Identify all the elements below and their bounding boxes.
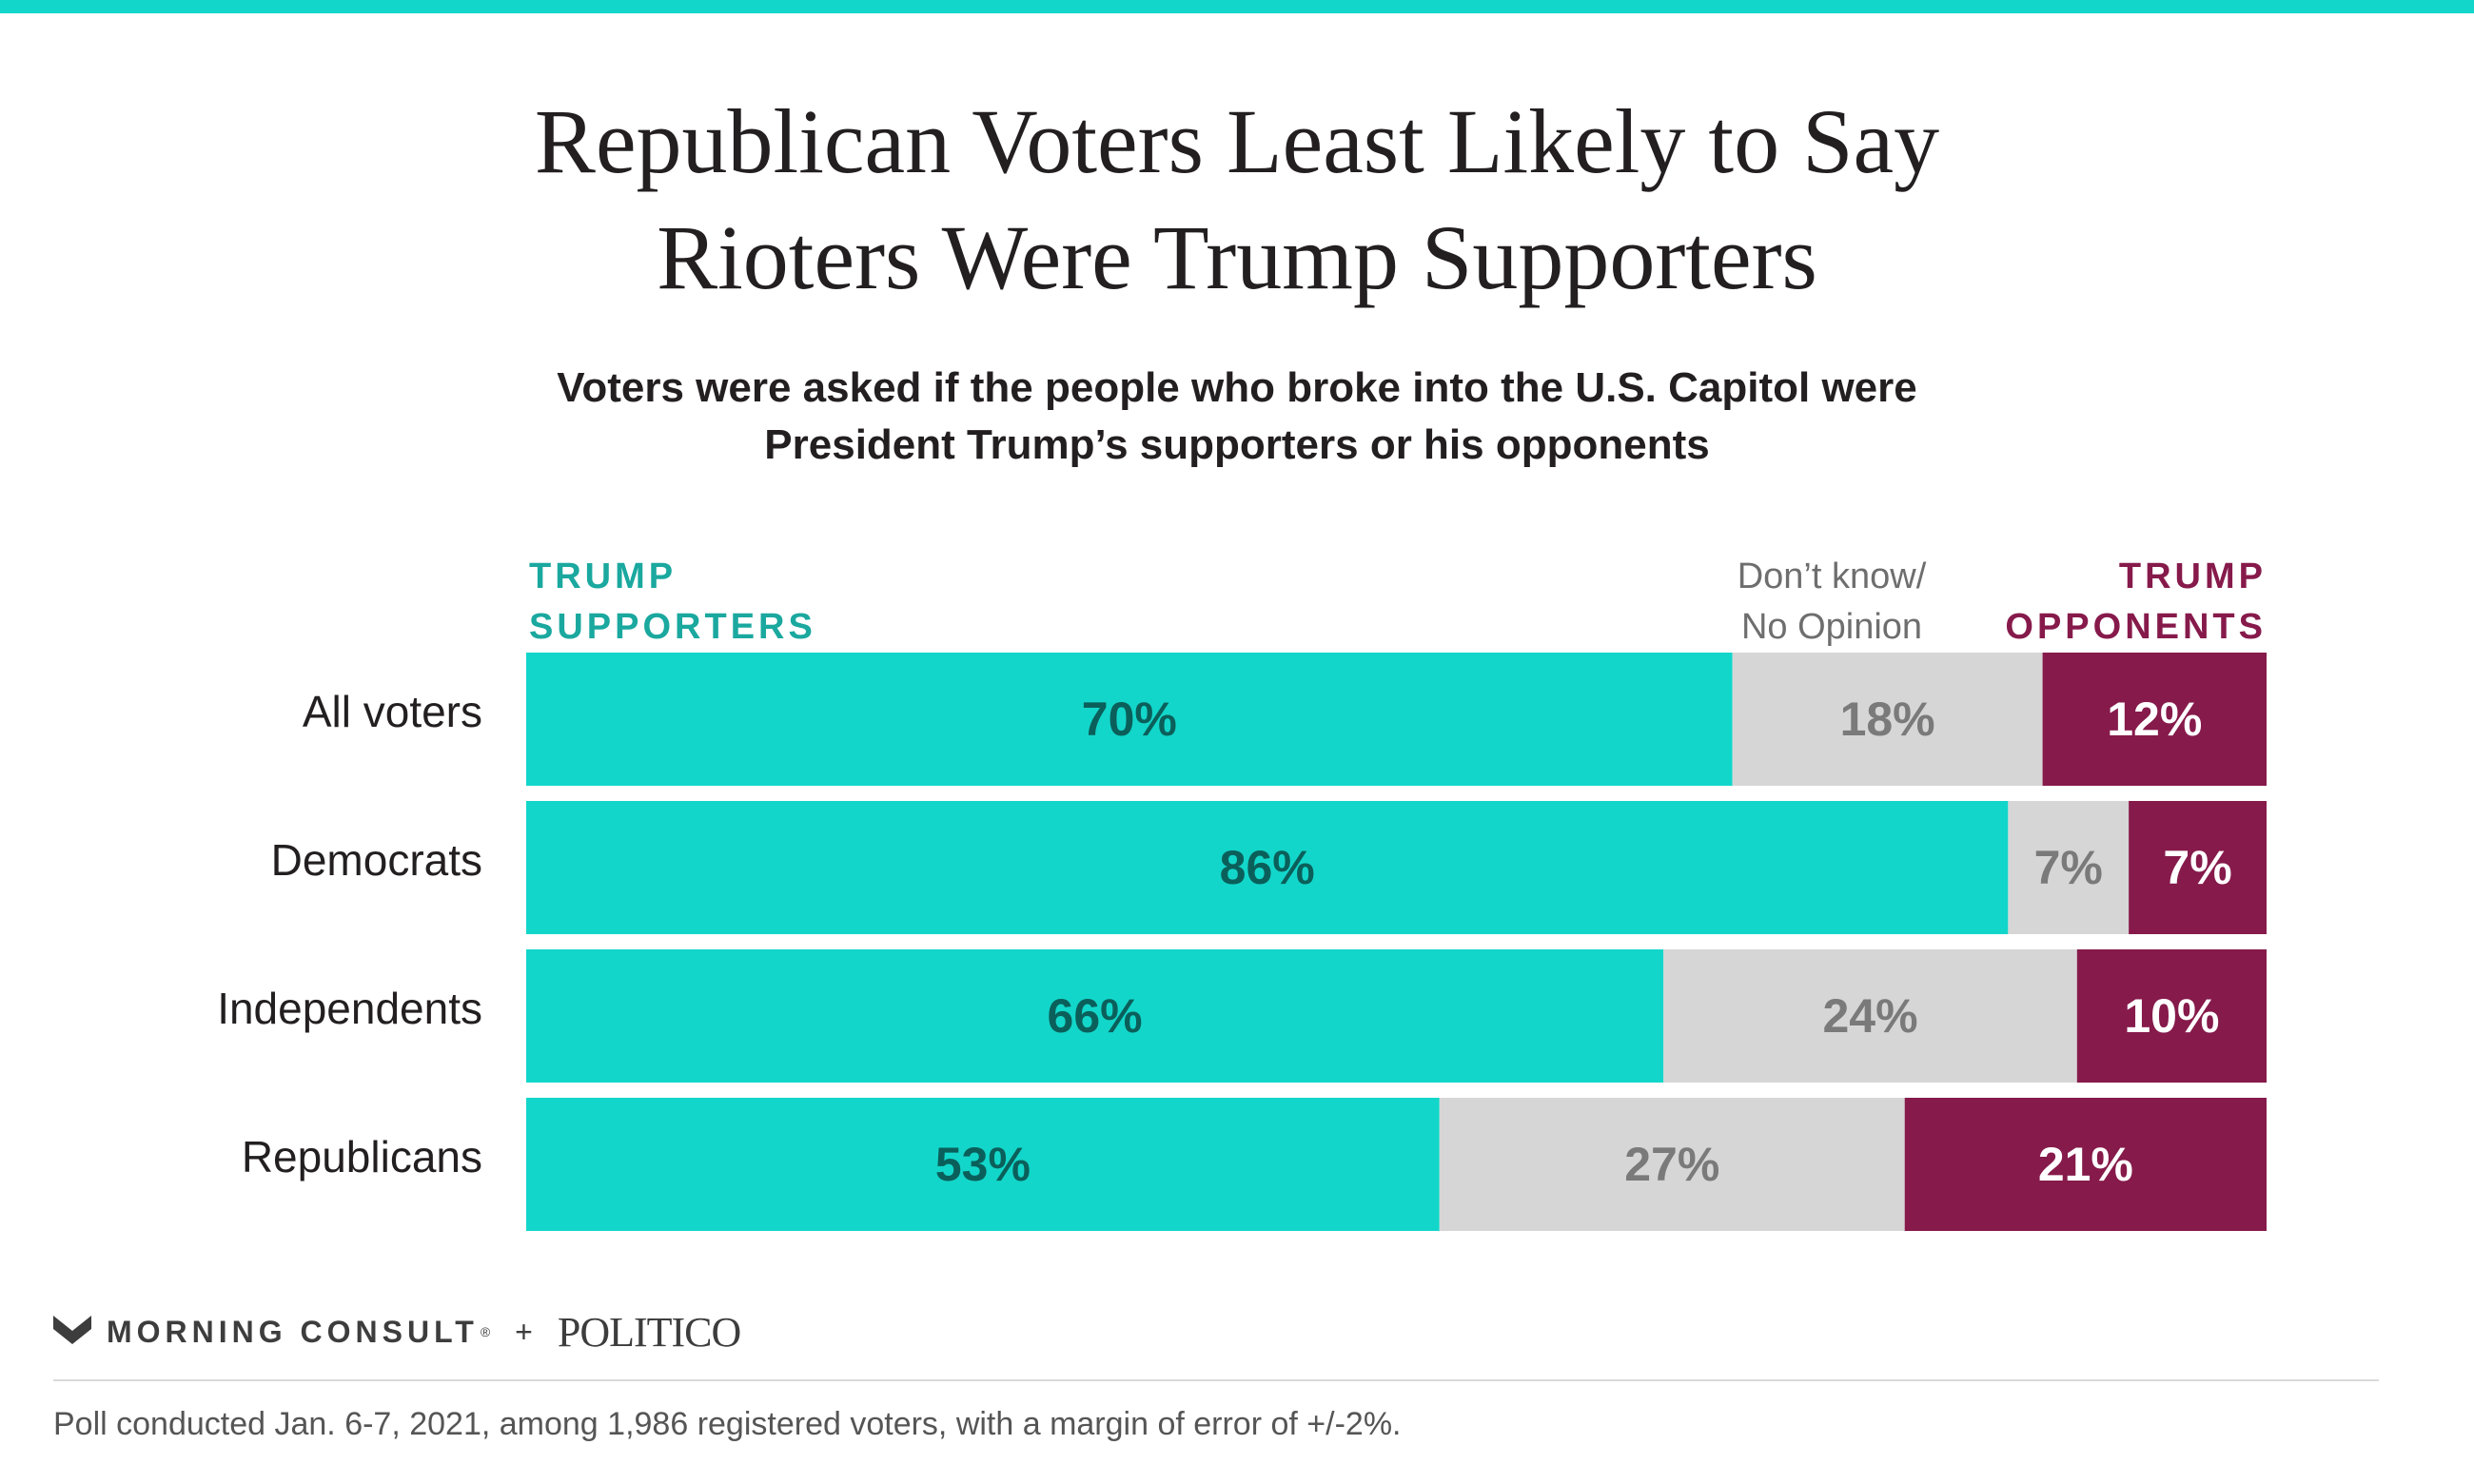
data-label-democrats-opponents: 7% bbox=[2163, 841, 2231, 894]
category-label-republicans: Republicans bbox=[242, 1132, 482, 1181]
bar-republicans-opponents bbox=[1904, 1098, 2267, 1231]
bar-democrats-opponents bbox=[2129, 801, 2267, 934]
morning-consult-logo-icon bbox=[53, 1316, 91, 1344]
footnote: Poll conducted Jan. 6-7, 2021, among 1,9… bbox=[53, 1406, 1402, 1442]
data-label-democrats-supporters: 86% bbox=[1220, 841, 1315, 894]
bar-independents-supporters bbox=[526, 949, 1664, 1083]
stacked-bar-chart: All voters 70% 18% 12% Democrats 86% 7% 7% Indep… bbox=[217, 653, 2267, 1231]
morning-consult-wordmark: MORNING CONSULT bbox=[107, 1314, 479, 1349]
chart-subtitle: Voters were asked if the people who brok… bbox=[0, 360, 2474, 474]
data-label-independents-opponents: 10% bbox=[2124, 989, 2219, 1043]
legend-supporters-line-2: SUPPORTERS bbox=[529, 607, 816, 647]
bar-all-voters-supporters bbox=[526, 653, 1733, 786]
bar-all-voters-opponents bbox=[2042, 653, 2267, 786]
bar-all-voters-dont-know bbox=[1732, 653, 2043, 786]
title-line-2: Rioters Were Trump Supporters bbox=[657, 206, 1817, 308]
legend-trump-supporters: TRUMP SUPPORTERS bbox=[529, 552, 816, 653]
legend-opponents-line-2: OPPONENTS bbox=[2005, 607, 2267, 647]
bar-democrats-dont-know bbox=[2008, 801, 2130, 934]
footer-divider bbox=[53, 1379, 2379, 1381]
plus-sign: + bbox=[515, 1314, 533, 1349]
bar-independents-opponents bbox=[2076, 949, 2267, 1083]
bar-republicans-supporters bbox=[526, 1098, 1440, 1231]
category-label-independents: Independents bbox=[217, 984, 482, 1033]
subtitle-line-1: Voters were asked if the people who brok… bbox=[557, 364, 1917, 411]
subtitle-line-2: President Trump’s supporters or his oppo… bbox=[764, 421, 1710, 468]
top-accent-bar bbox=[0, 0, 2474, 13]
data-label-independents-supporters: 66% bbox=[1048, 989, 1143, 1043]
brand-logos: MORNING CONSULT ® + POLITICO bbox=[53, 1305, 741, 1358]
data-label-republicans-opponents: 21% bbox=[2038, 1138, 2133, 1191]
data-label-democrats-dont-know: 7% bbox=[2034, 841, 2103, 894]
category-label-democrats: Democrats bbox=[271, 835, 482, 885]
legend-dont-know: Don’t know/ No Opinion bbox=[1675, 552, 1989, 653]
legend-opponents-line-1: TRUMP bbox=[2118, 556, 2267, 596]
chart-title: Republican Voters Least Likely to Say Ri… bbox=[0, 84, 2474, 316]
data-label-all-voters-dont-know: 18% bbox=[1840, 693, 1935, 746]
politico-wordmark: POLITICO bbox=[557, 1308, 741, 1356]
legend-dont-know-line-2: No Opinion bbox=[1740, 607, 1923, 647]
legend-trump-opponents: TRUMP OPPONENTS bbox=[1941, 552, 2267, 653]
data-label-republicans-dont-know: 27% bbox=[1624, 1138, 1719, 1191]
category-label-all-voters: All voters bbox=[303, 687, 482, 736]
bar-republicans-dont-know bbox=[1439, 1098, 1905, 1231]
legend-dont-know-line-1: Don’t know/ bbox=[1737, 556, 1927, 596]
data-label-all-voters-supporters: 70% bbox=[1082, 693, 1177, 746]
bar-democrats-supporters bbox=[526, 801, 2009, 934]
data-label-independents-dont-know: 24% bbox=[1822, 989, 1917, 1043]
bar-independents-dont-know bbox=[1663, 949, 2077, 1083]
registered-mark: ® bbox=[480, 1324, 491, 1339]
title-line-1: Republican Voters Least Likely to Say bbox=[534, 90, 1940, 192]
legend-supporters-line-1: TRUMP bbox=[529, 556, 677, 596]
data-label-all-voters-opponents: 12% bbox=[2107, 693, 2202, 746]
data-label-republicans-supporters: 53% bbox=[935, 1138, 1031, 1191]
